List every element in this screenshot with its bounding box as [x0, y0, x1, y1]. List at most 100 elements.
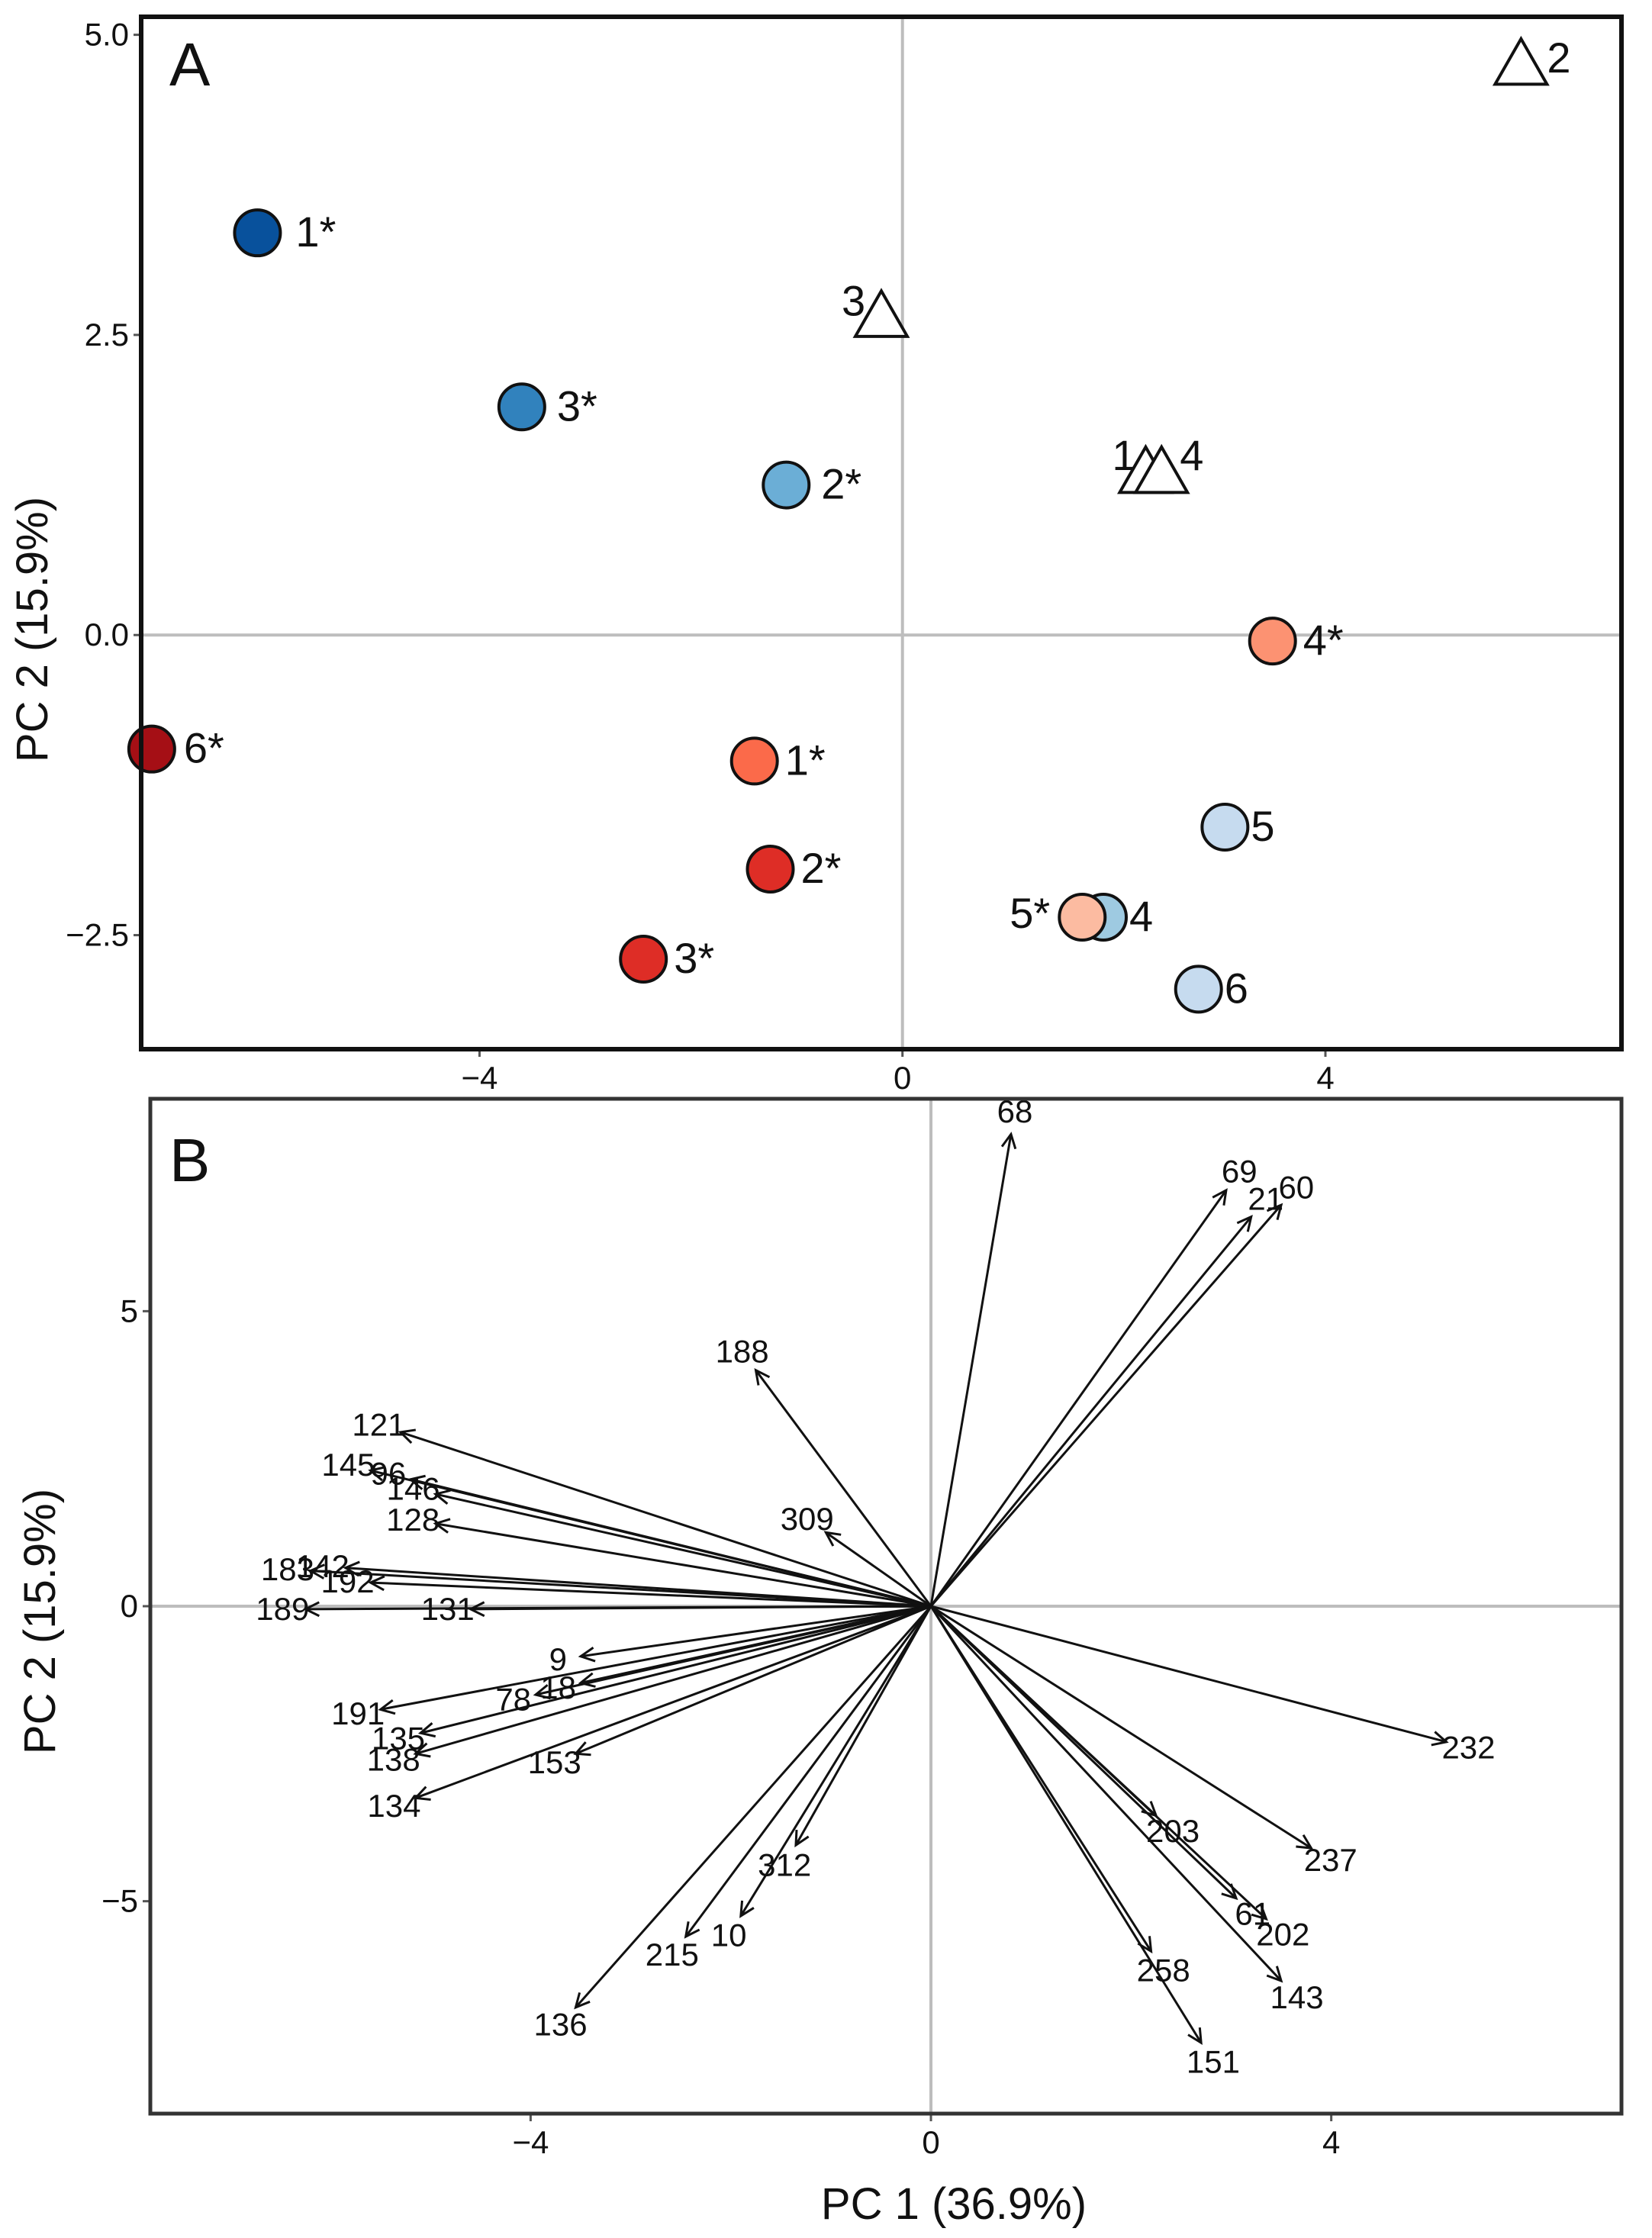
loading-vector-arrowhead [1266, 1203, 1283, 1221]
loading-vector: 191 [331, 1605, 932, 1731]
loading-vector-label: 309 [781, 1501, 834, 1537]
scatter-point [619, 935, 668, 984]
loading-vector: 60 [929, 1170, 1314, 1607]
loading-vector-label: 215 [646, 1937, 699, 1972]
loading-vector: 134 [367, 1605, 932, 1824]
loading-vector: 151 [929, 1605, 1240, 2080]
loading-vector: 232 [930, 1605, 1496, 1765]
loading-vector: 142 [296, 1548, 932, 1608]
scatter-point-label: 1* [785, 736, 826, 784]
panel-a-y-axis-title: PC 2 (15.9%) [8, 497, 57, 762]
loading-vector-line [370, 1581, 932, 1608]
scatter-point-label: 3* [674, 934, 714, 982]
loading-vector-arrowhead [823, 1531, 842, 1547]
scatter-triangle-point [1492, 35, 1550, 86]
scatter-triangle-point [852, 288, 910, 338]
loading-vector-label: 189 [256, 1591, 309, 1627]
loading-vector-arrowhead [407, 1474, 426, 1490]
loading-vector-arrowhead [413, 1742, 431, 1758]
loading-vector: 188 [716, 1334, 932, 1607]
loading-vector: 96 [371, 1456, 932, 1608]
loading-vector-line [929, 1134, 1013, 1607]
loading-vector-arrowhead [378, 1699, 396, 1715]
scatter-point-label: 5* [1010, 889, 1050, 937]
loading-vector-arrowhead [1000, 1132, 1017, 1150]
loading-vector-line [580, 1605, 932, 1658]
scatter-point-label: 5 [1251, 802, 1274, 850]
loading-vector: 143 [929, 1605, 1324, 2015]
panel-a-ticks: −4 0 4 5.0 2.5 0.0 −2.5 [66, 17, 1335, 1096]
loading-vector: 10 [711, 1605, 932, 1953]
scatter-point-label: 4* [1303, 616, 1344, 664]
loading-vector: 202 [929, 1605, 1309, 1952]
scatter-point [762, 460, 811, 510]
loading-vector-line [310, 1570, 932, 1608]
loading-vector-arrowhead [433, 1518, 451, 1534]
panel-b-y-axis-title: PC 2 (15.9%) [15, 1489, 65, 1754]
scatter-point-label: 2* [801, 844, 842, 892]
loading-vector-line [415, 1605, 932, 1799]
scatter-point-label: 2 [1547, 34, 1570, 82]
scatter-point-label: 4 [1129, 892, 1153, 940]
loading-vector: 131 [421, 1591, 932, 1627]
panel-a-y-tick-label: 5.0 [85, 17, 129, 53]
loading-vector-arrowhead [417, 1722, 436, 1738]
panel-b-x-tick-label: −4 [512, 2124, 549, 2160]
scatter-point [729, 736, 779, 786]
scatter-point-label: 3* [557, 382, 597, 430]
loading-vector-line [410, 1478, 932, 1608]
scatter-point [497, 382, 546, 432]
loading-vector-arrowhead [754, 1368, 771, 1386]
loading-vector: 309 [781, 1501, 932, 1608]
loading-vector-arrowhead [794, 1829, 810, 1848]
loading-vector-label: 153 [528, 1744, 581, 1780]
loading-vector: 21 [929, 1180, 1283, 1607]
loading-vector-line [400, 1431, 932, 1608]
loading-vector-arrowhead [574, 1992, 591, 2010]
scatter-point [233, 208, 282, 258]
loading-vector-label: 128 [386, 1502, 440, 1538]
loading-vector-label: 138 [367, 1742, 420, 1778]
loading-vector-arrowhead [578, 1672, 596, 1688]
panel-a-scatter: −4 0 4 5.0 2.5 0.0 −2.5 1* 3* 2* 6* 1* 2* 3* 4* 5 4 5* 6 2… [8, 14, 1624, 1096]
panel-a-frame [139, 14, 1624, 1051]
loading-vector-line [930, 1605, 1312, 1850]
loading-vector-label: 10 [711, 1918, 747, 1953]
loading-vector-label: 135 [372, 1720, 425, 1756]
loading-vector-label: 121 [352, 1407, 405, 1443]
scatter-point-label: 1* [295, 208, 336, 256]
loading-vector-arrowhead [578, 1647, 596, 1663]
loading-vector-arrowhead [1431, 1731, 1449, 1747]
loading-vector-line [415, 1605, 932, 1755]
loading-vector-label: 143 [1270, 1979, 1324, 2015]
loading-vector-arrowhead [573, 1741, 591, 1757]
loading-vector-label: 60 [1278, 1170, 1314, 1206]
loading-vector-arrowhead [398, 1428, 417, 1444]
loading-vector-label: 188 [716, 1334, 769, 1370]
loading-vector-arrowhead [302, 1601, 320, 1618]
loading-vector-line [739, 1605, 932, 1917]
scatter-point-label: 6* [184, 724, 224, 772]
loading-vector-line [684, 1605, 932, 1937]
panel-b-x-axis-title: PC 1 (36.9%) [821, 2179, 1087, 2229]
loading-vector-label: 191 [331, 1695, 385, 1731]
loading-vector-arrowhead [1236, 1215, 1253, 1232]
loading-vector-line [929, 1189, 1228, 1607]
loading-vector-arrowhead [1212, 1188, 1228, 1206]
loading-vector: 78 [495, 1605, 932, 1718]
loading-vector-arrowhead [739, 1900, 755, 1918]
loading-vector-label: 151 [1187, 2044, 1240, 2080]
scatter-point [1058, 892, 1107, 942]
loading-vector-label: 237 [1304, 1842, 1357, 1878]
loading-vector-arrowhead [1251, 1904, 1268, 1921]
loading-vector-line [575, 1605, 932, 1755]
loading-vector-line [929, 1605, 1283, 1982]
loading-vector-line [435, 1493, 932, 1608]
loading-vector-label: 145 [321, 1447, 375, 1483]
loading-vector-label: 146 [386, 1470, 440, 1506]
loading-vector-arrowhead [684, 1921, 700, 1939]
